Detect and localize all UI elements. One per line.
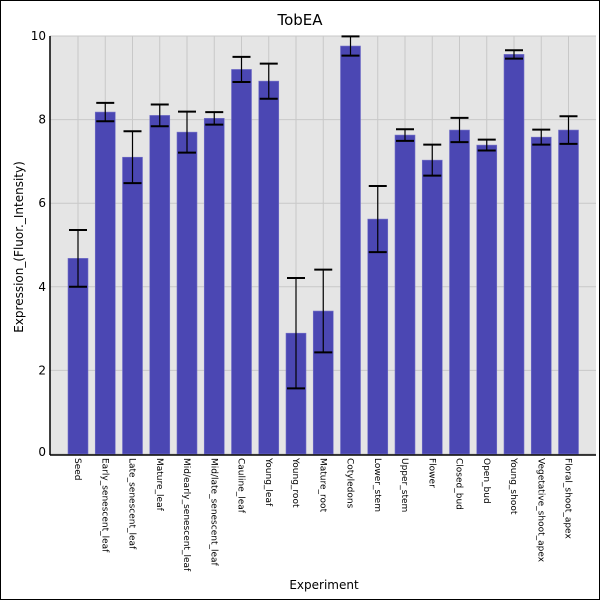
y-tick-label: 0 bbox=[38, 445, 46, 459]
bar bbox=[367, 218, 389, 455]
bar bbox=[176, 131, 198, 455]
x-tick-label: Cotyledons bbox=[345, 458, 355, 509]
y-tick-label: 4 bbox=[38, 280, 46, 294]
x-tick-label: Mid/late_senescent_leaf bbox=[208, 458, 218, 567]
bar bbox=[122, 156, 143, 455]
x-tick-label: Late_senescent_leaf bbox=[127, 458, 137, 550]
x-tick-label: Young_leaf bbox=[263, 457, 273, 507]
x-tick-label: Early_senescent_leaf bbox=[99, 458, 109, 553]
bar bbox=[530, 136, 552, 455]
bar bbox=[149, 115, 171, 455]
x-axis-label: Experiment bbox=[289, 578, 359, 592]
x-tick-label: Mature_root bbox=[317, 458, 327, 513]
bar bbox=[449, 129, 470, 455]
x-tick-label: Lower_stem bbox=[372, 458, 382, 512]
bar bbox=[421, 159, 443, 455]
x-tick-label: Young_shoot bbox=[508, 457, 518, 515]
chart-title: TobEA bbox=[277, 11, 323, 29]
x-tick-label: Floral_shoot_apex bbox=[563, 458, 573, 539]
bar bbox=[94, 111, 116, 455]
bar bbox=[231, 69, 252, 455]
bar bbox=[258, 80, 280, 455]
bar bbox=[203, 118, 225, 455]
x-tick-label: Flower bbox=[426, 458, 436, 488]
x-tick-label: Young_root bbox=[290, 457, 300, 508]
y-tick-label: 8 bbox=[38, 113, 46, 127]
bar bbox=[558, 129, 579, 455]
x-tick-label: Vegetative_shoot_apex bbox=[535, 458, 545, 563]
y-tick-label: 10 bbox=[31, 29, 46, 43]
x-tick-label: Open_bud bbox=[481, 458, 491, 504]
y-tick-label: 2 bbox=[38, 363, 46, 377]
bar bbox=[394, 134, 416, 455]
bar bbox=[476, 144, 498, 455]
y-tick-label: 6 bbox=[38, 196, 46, 210]
x-tick-label: Seed bbox=[72, 458, 82, 481]
x-tick-label: Mid/early_senescent_leaf bbox=[181, 458, 191, 572]
bar bbox=[503, 54, 525, 455]
x-tick-label: Closed_bud bbox=[454, 458, 464, 510]
x-tick-label: Upper_stem bbox=[399, 458, 409, 512]
x-tick-label: Cauline_leaf bbox=[236, 458, 246, 514]
x-tick-label: Mature_leaf bbox=[154, 458, 164, 512]
bar bbox=[340, 45, 361, 455]
